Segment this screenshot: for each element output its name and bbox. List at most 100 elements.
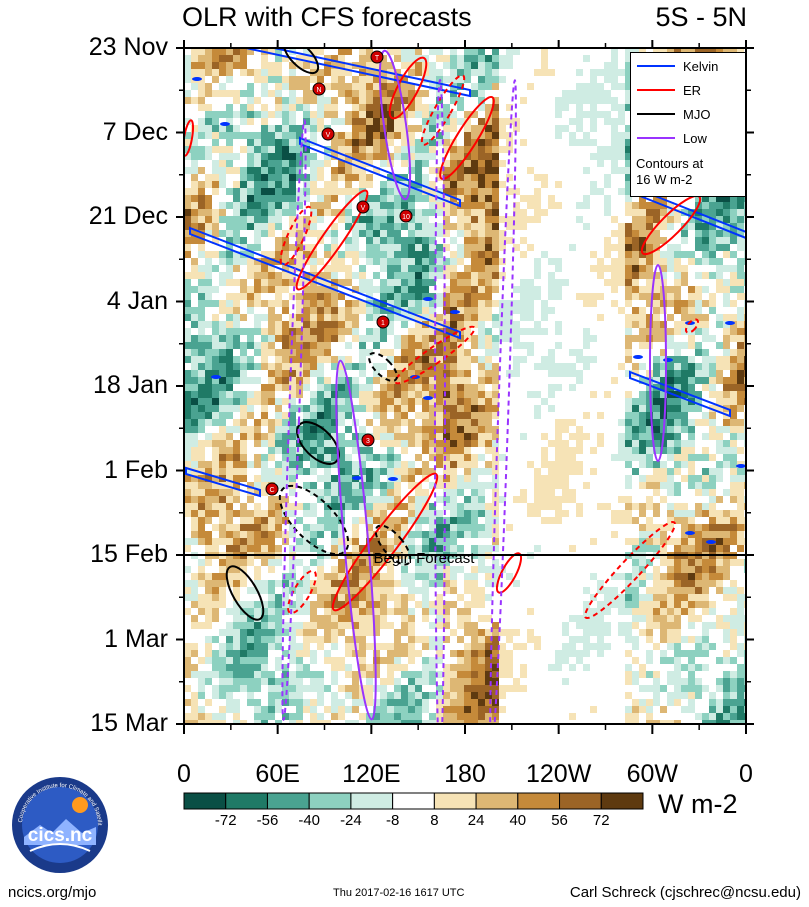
olr-cell xyxy=(415,104,422,111)
olr-cell xyxy=(212,328,219,335)
olr-cell xyxy=(401,524,408,531)
olr-cell xyxy=(212,349,219,356)
olr-cell xyxy=(457,545,464,552)
olr-cell xyxy=(618,153,625,160)
olr-cell xyxy=(219,447,226,454)
olr-cell xyxy=(653,433,660,440)
olr-cell xyxy=(317,272,324,279)
olr-cell xyxy=(415,293,422,300)
olr-cell xyxy=(457,461,464,468)
olr-cell xyxy=(548,489,555,496)
olr-cell xyxy=(366,139,373,146)
olr-cell xyxy=(541,398,548,405)
olr-cell xyxy=(233,601,240,608)
olr-cell xyxy=(471,496,478,503)
olr-cell xyxy=(730,265,737,272)
olr-cell xyxy=(471,132,478,139)
olr-cell xyxy=(184,461,191,468)
olr-cell xyxy=(597,587,604,594)
olr-cell xyxy=(415,160,422,167)
olr-cell xyxy=(646,279,653,286)
olr-cell xyxy=(317,447,324,454)
olr-cell xyxy=(233,615,240,622)
olr-cell xyxy=(373,244,380,251)
olr-cell xyxy=(261,601,268,608)
olr-cell xyxy=(198,118,205,125)
olr-cell xyxy=(408,398,415,405)
olr-cell xyxy=(240,363,247,370)
olr-cell xyxy=(422,636,429,643)
olr-cell xyxy=(506,636,513,643)
olr-cell xyxy=(492,657,499,664)
olr-cell xyxy=(709,363,716,370)
olr-cell xyxy=(359,517,366,524)
olr-cell xyxy=(359,76,366,83)
olr-cell xyxy=(296,195,303,202)
olr-cell xyxy=(625,48,632,55)
olr-cell xyxy=(310,160,317,167)
olr-cell xyxy=(401,55,408,62)
olr-cell xyxy=(338,146,345,153)
olr-cell xyxy=(513,370,520,377)
olr-cell xyxy=(681,363,688,370)
olr-cell xyxy=(485,398,492,405)
olr-cell xyxy=(331,412,338,419)
olr-cell xyxy=(310,349,317,356)
olr-cell xyxy=(625,153,632,160)
olr-cell xyxy=(471,398,478,405)
olr-cell xyxy=(450,447,457,454)
olr-cell xyxy=(625,55,632,62)
olr-cell xyxy=(310,622,317,629)
olr-cell xyxy=(485,426,492,433)
olr-cell xyxy=(268,167,275,174)
olr-cell xyxy=(415,265,422,272)
olr-cell xyxy=(569,636,576,643)
olr-cell xyxy=(338,566,345,573)
olr-cell xyxy=(632,412,639,419)
olr-cell xyxy=(373,153,380,160)
olr-cell xyxy=(688,461,695,468)
olr-cell xyxy=(702,251,709,258)
olr-cell xyxy=(730,370,737,377)
olr-cell xyxy=(534,475,541,482)
olr-cell xyxy=(366,160,373,167)
olr-cell xyxy=(268,545,275,552)
olr-cell xyxy=(366,454,373,461)
olr-cell xyxy=(485,216,492,223)
olr-cell xyxy=(443,391,450,398)
olr-cell xyxy=(639,272,646,279)
olr-cell xyxy=(233,125,240,132)
olr-cell xyxy=(492,440,499,447)
olr-cell xyxy=(443,265,450,272)
olr-cell xyxy=(688,335,695,342)
olr-cell xyxy=(275,475,282,482)
olr-cell xyxy=(324,524,331,531)
olr-cell xyxy=(604,111,611,118)
olr-cell xyxy=(422,272,429,279)
olr-cell xyxy=(443,188,450,195)
olr-cell xyxy=(275,356,282,363)
olr-cell xyxy=(247,559,254,566)
olr-cell xyxy=(247,601,254,608)
olr-cell xyxy=(282,412,289,419)
olr-cell xyxy=(604,265,611,272)
olr-cell xyxy=(499,244,506,251)
olr-cell xyxy=(562,629,569,636)
olr-cell xyxy=(247,426,254,433)
olr-cell xyxy=(625,587,632,594)
olr-cell xyxy=(653,601,660,608)
olr-cell xyxy=(625,538,632,545)
olr-cell xyxy=(723,629,730,636)
olr-cell xyxy=(401,251,408,258)
olr-cell xyxy=(310,181,317,188)
olr-cell xyxy=(282,356,289,363)
olr-cell xyxy=(660,657,667,664)
olr-cell xyxy=(478,370,485,377)
olr-cell xyxy=(436,601,443,608)
olr-cell xyxy=(401,300,408,307)
olr-cell xyxy=(205,146,212,153)
olr-cell xyxy=(352,363,359,370)
olr-cell xyxy=(450,398,457,405)
olr-cell xyxy=(422,426,429,433)
olr-cell xyxy=(688,300,695,307)
